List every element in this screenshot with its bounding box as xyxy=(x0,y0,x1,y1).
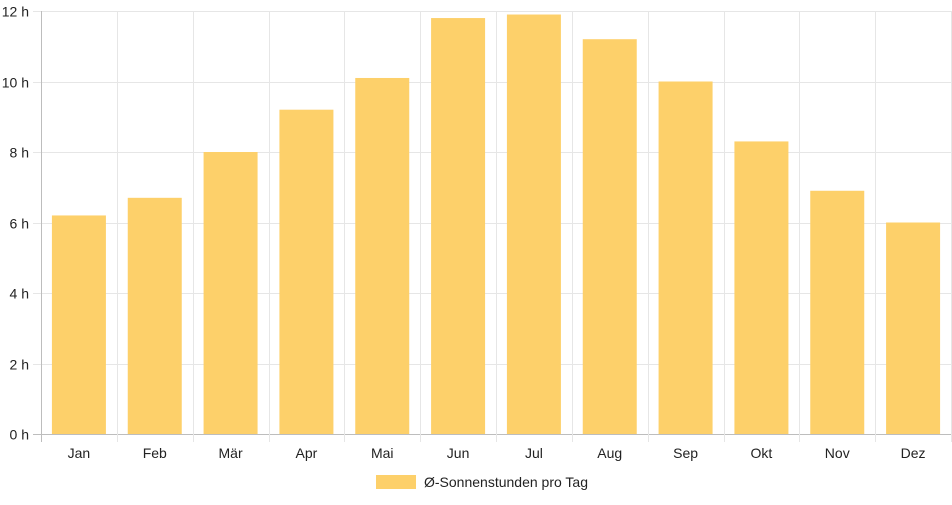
x-tick-label: Okt xyxy=(751,445,773,461)
x-tick-label: Jan xyxy=(68,445,91,461)
bar-okt[interactable] xyxy=(734,141,789,435)
axis-layer: 0 h 2 h 4 h 6 h 8 h 10 h 12 h Jan Feb Mär Apr Mai Ju… xyxy=(2,4,926,462)
x-tick-label: Sep xyxy=(673,445,698,461)
x-tick-label: Mai xyxy=(371,445,394,461)
x-tick-label: Mär xyxy=(219,445,243,461)
y-tick-label: 6 h xyxy=(10,216,29,232)
x-tick-label: Dez xyxy=(901,445,926,461)
x-tick-label: Nov xyxy=(825,445,850,461)
legend-swatch[interactable] xyxy=(376,475,417,489)
bar-jul[interactable] xyxy=(506,14,561,435)
y-tick-label: 12 h xyxy=(2,4,29,20)
bar-nov[interactable] xyxy=(810,190,865,434)
bar-jan[interactable] xyxy=(51,215,106,434)
legend-label[interactable]: Ø-Sonnenstunden pro Tag xyxy=(424,474,588,490)
bar-mär[interactable] xyxy=(203,152,258,434)
y-tick-label: 0 h xyxy=(10,427,29,443)
bar-apr[interactable] xyxy=(279,109,334,434)
bar-dez[interactable] xyxy=(886,222,941,435)
y-tick-label: 2 h xyxy=(10,357,29,373)
grid-layer xyxy=(33,11,952,442)
x-tick-label: Feb xyxy=(143,445,167,461)
y-tick-label: 8 h xyxy=(10,145,29,161)
bar-jun[interactable] xyxy=(431,18,486,435)
y-tick-label: 10 h xyxy=(2,75,29,91)
bar-mai[interactable] xyxy=(355,77,410,434)
bar-layer xyxy=(51,14,941,435)
x-tick-label: Apr xyxy=(296,445,318,461)
bar-feb[interactable] xyxy=(127,197,182,434)
bar-sep[interactable] xyxy=(658,81,713,435)
y-tick-label: 4 h xyxy=(10,286,29,302)
x-tick-label: Jun xyxy=(447,445,470,461)
x-tick-label: Aug xyxy=(597,445,622,461)
x-tick-label: Jul xyxy=(525,445,543,461)
legend[interactable]: Ø-Sonnenstunden pro Tag xyxy=(376,474,588,490)
bar-aug[interactable] xyxy=(582,39,637,434)
